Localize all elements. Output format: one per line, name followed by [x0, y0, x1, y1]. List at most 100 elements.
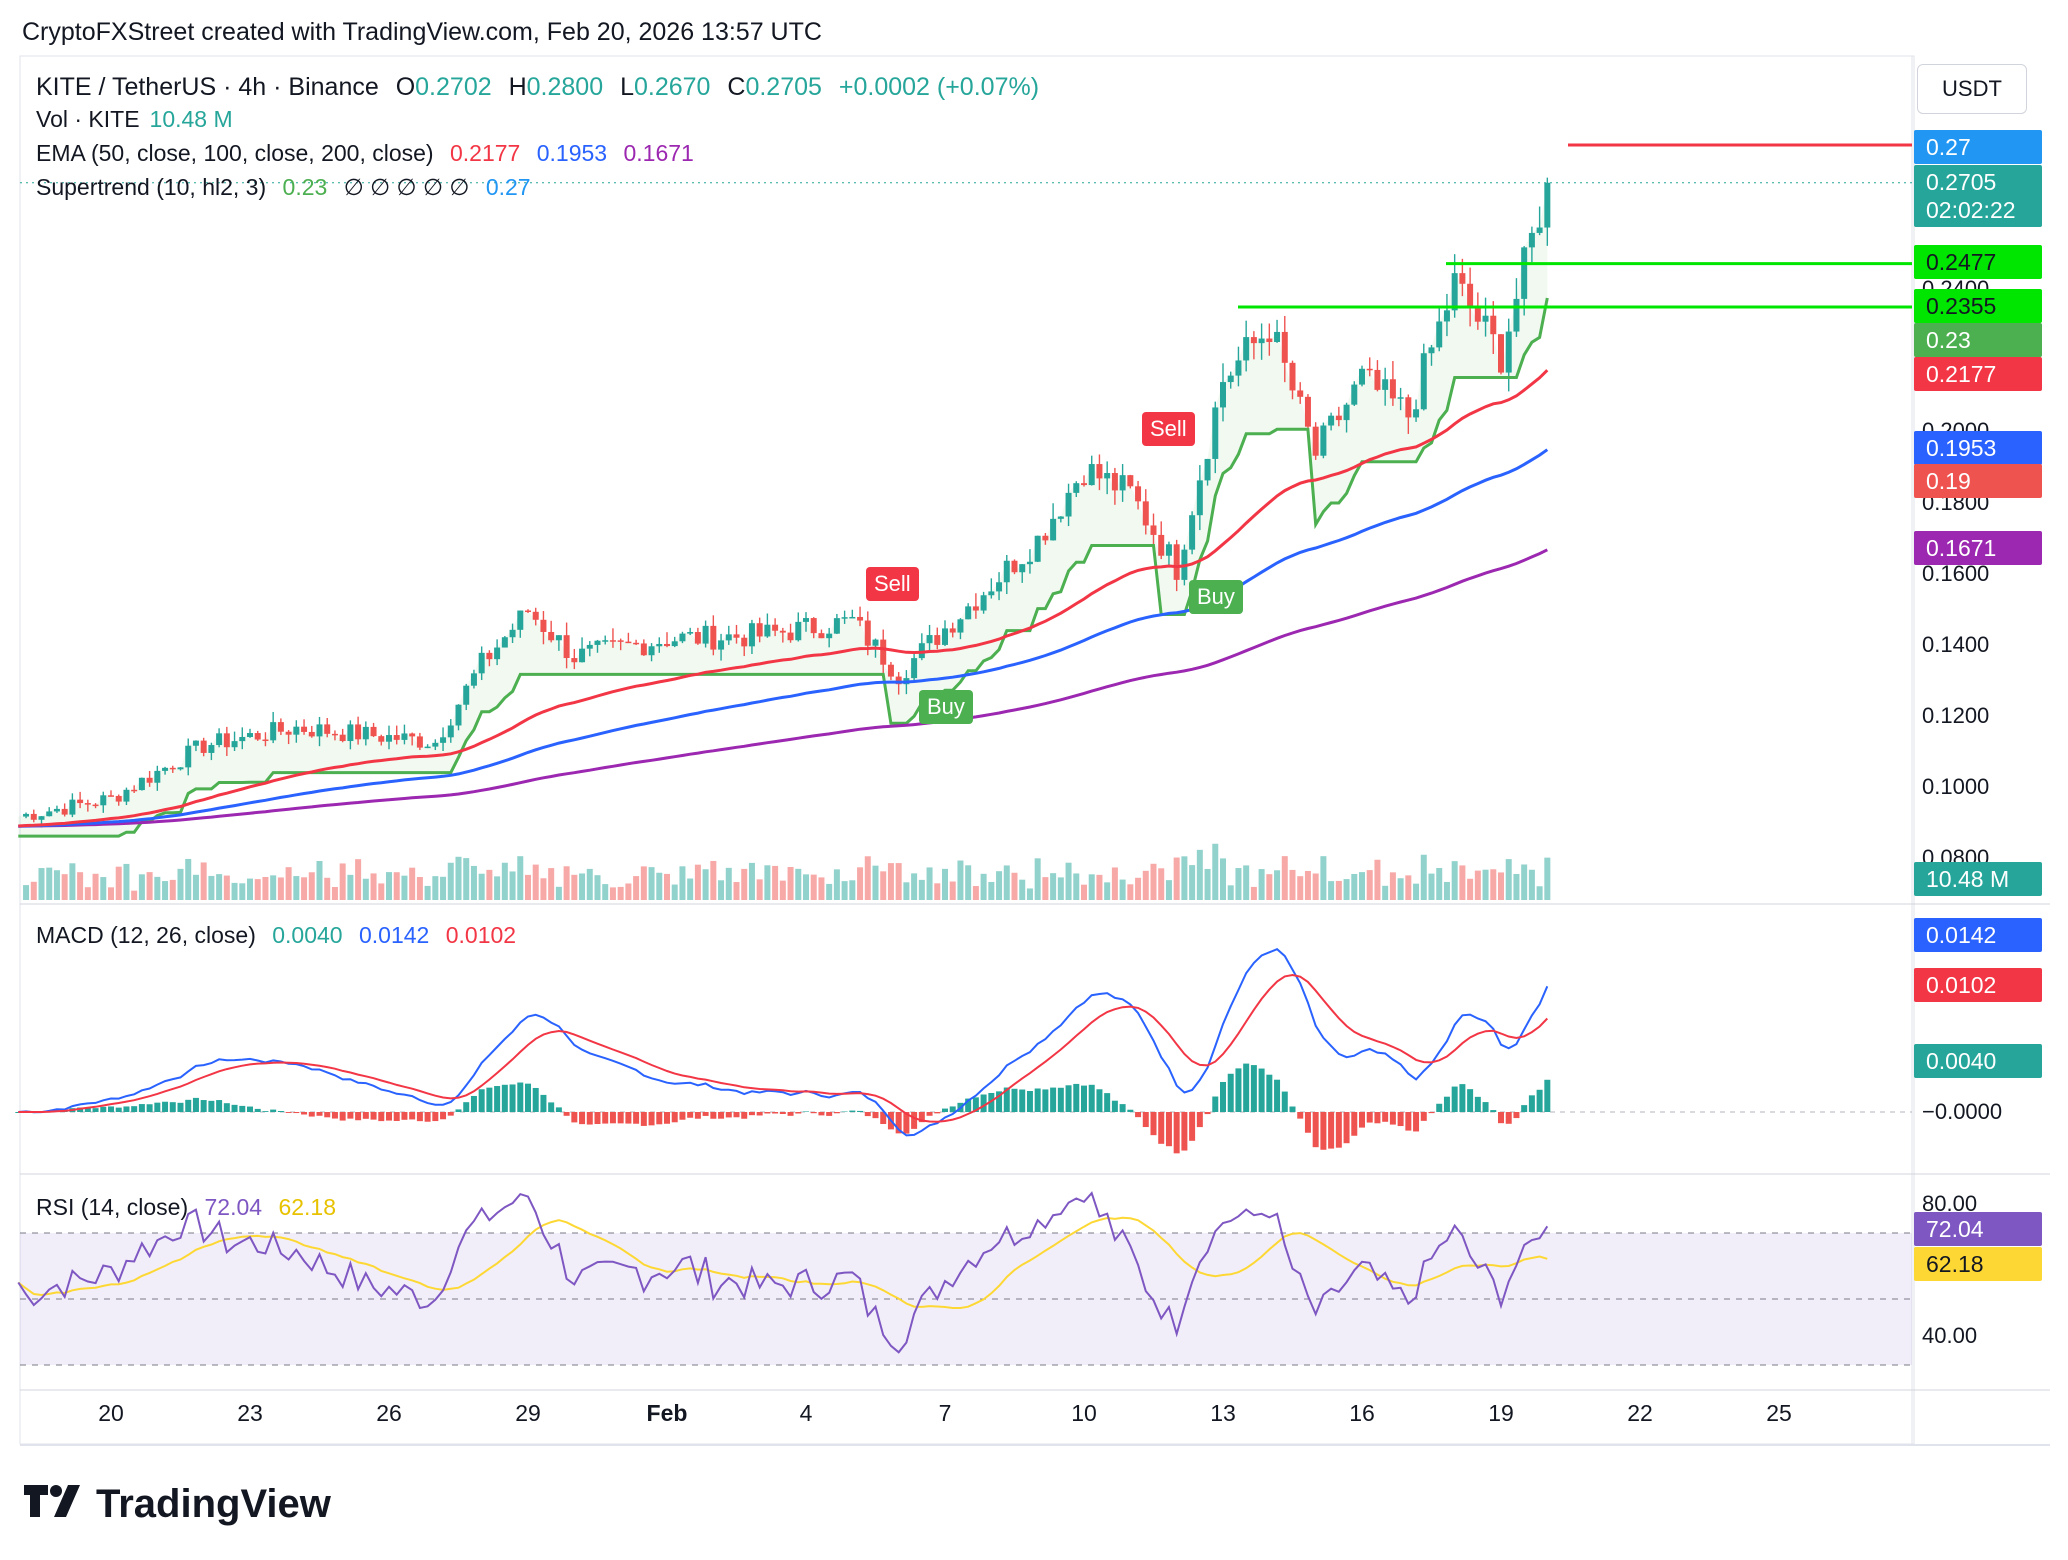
supertrend-fill	[18, 182, 1548, 837]
macd-hist-bar	[1428, 1112, 1435, 1114]
candle-body	[679, 633, 686, 642]
candle-body	[602, 640, 609, 642]
candle-body	[1328, 415, 1335, 426]
volume-bar	[486, 869, 493, 900]
time-tick: 26	[376, 1400, 402, 1426]
macd-hist-bar	[1382, 1112, 1389, 1122]
volume-bar	[1250, 886, 1257, 900]
macd-hist-bar	[254, 1108, 261, 1112]
macd-hist-bar	[154, 1102, 161, 1112]
volume-bar	[980, 873, 987, 900]
time-tick: Feb	[646, 1400, 688, 1426]
macd-hist-bar	[548, 1102, 555, 1112]
macd-hist-bar	[1498, 1112, 1504, 1124]
candle-body	[1189, 515, 1196, 550]
macd-hist-bar	[972, 1097, 979, 1112]
volume-bar	[1436, 868, 1443, 900]
macd-hist-bar	[1266, 1074, 1273, 1112]
volume-bar	[1498, 872, 1504, 900]
macd-hist-bar	[1459, 1084, 1466, 1112]
macd-hist-bar	[980, 1094, 987, 1112]
candle-body	[61, 808, 68, 815]
candle-body	[1281, 331, 1288, 363]
macd-hist-bar	[169, 1102, 176, 1112]
ema-legend[interactable]: EMA (50, close, 100, close, 200, close) …	[36, 140, 704, 167]
supertrend-up-label: 0.23	[1914, 323, 2042, 357]
volume-bar	[779, 880, 786, 900]
currency-button[interactable]: USDT	[1917, 64, 2027, 114]
volume-bar	[1204, 868, 1211, 900]
volume-bar	[1104, 882, 1111, 900]
close-value: 0.2705	[745, 73, 822, 101]
macd-hist-bar	[432, 1112, 439, 1122]
macd-hist-bar	[162, 1101, 169, 1112]
candle-body	[1498, 334, 1504, 373]
macd-hist-bar	[84, 1107, 91, 1112]
volume-bar	[455, 856, 462, 900]
candle-body	[324, 724, 331, 734]
candle-body	[115, 795, 122, 802]
ema200-line	[18, 548, 1548, 828]
candle-body	[1050, 518, 1057, 541]
volume-legend[interactable]: Vol · KITE 10.48 M	[36, 106, 243, 133]
rsi-legend[interactable]: RSI (14, close) 72.04 62.18	[36, 1194, 346, 1221]
macd-hist-bar	[826, 1112, 833, 1116]
candle-body	[146, 777, 153, 783]
macd-hist-bar	[470, 1095, 477, 1112]
volume-bar	[416, 877, 423, 900]
candle-body	[432, 742, 439, 747]
candle-body	[1528, 232, 1535, 248]
volume-bar	[633, 876, 640, 900]
volume-bar	[1482, 869, 1489, 900]
volume-bar	[138, 874, 145, 900]
candle-body	[1096, 464, 1103, 479]
macd-hist-bar	[115, 1107, 122, 1112]
volume-bar	[208, 875, 215, 900]
macd-hist-bar	[1304, 1112, 1311, 1133]
volume-bar	[432, 876, 439, 900]
plot-area	[19, 55, 1915, 1445]
supertrend-legend[interactable]: Supertrend (10, hl2, 3) 0.23 ∅ ∅ ∅ ∅ ∅ 0…	[36, 174, 541, 201]
time-tick: 29	[515, 1400, 541, 1426]
volume-bar	[53, 870, 60, 900]
volume-bar	[108, 887, 114, 900]
attribution: CryptoFXStreet created with TradingView.…	[22, 18, 822, 46]
candle-body	[1243, 337, 1250, 361]
rsi-value: 72.04	[204, 1194, 263, 1220]
tradingview-logo[interactable]: TradingView	[24, 1480, 331, 1527]
candle-body	[470, 673, 477, 686]
candle-body	[1474, 307, 1481, 322]
macd-hist-bar	[247, 1106, 253, 1112]
volume-bar	[579, 873, 586, 900]
candle-body	[918, 643, 925, 659]
volume-bar	[169, 879, 176, 900]
candle-body	[1111, 473, 1118, 491]
volume-bar	[887, 863, 894, 900]
volume-bar	[625, 883, 632, 900]
macd-legend[interactable]: MACD (12, 26, close) 0.0040 0.0142 0.010…	[36, 922, 526, 949]
candle-body	[285, 731, 292, 735]
price-tick: 0.1000	[1922, 774, 1990, 799]
volume-bar	[517, 856, 524, 900]
candle-body	[725, 634, 732, 641]
macd-hist-bar	[1482, 1102, 1489, 1112]
macd-hist-bar	[486, 1087, 493, 1112]
volume-bar	[1274, 870, 1281, 900]
volume-bar	[911, 873, 918, 900]
macd-hist-bar	[216, 1100, 223, 1112]
volume-bar	[1521, 864, 1528, 900]
macd-hist-bar	[409, 1112, 416, 1120]
candle-body	[185, 745, 192, 768]
candle-body	[949, 628, 956, 633]
macd-tick: −0.0000	[1922, 1099, 2003, 1124]
macd-hist-bar	[200, 1100, 207, 1112]
volume-bar	[1220, 858, 1226, 900]
candle-body	[1150, 525, 1157, 535]
candle-body	[1135, 486, 1142, 502]
macd-hist-bar	[617, 1112, 624, 1124]
macd-hist-bar	[764, 1112, 771, 1114]
rsi-label-box: 72.04	[1914, 1212, 2042, 1246]
volume-bar	[803, 874, 809, 900]
macd-hist-bar	[525, 1083, 531, 1112]
